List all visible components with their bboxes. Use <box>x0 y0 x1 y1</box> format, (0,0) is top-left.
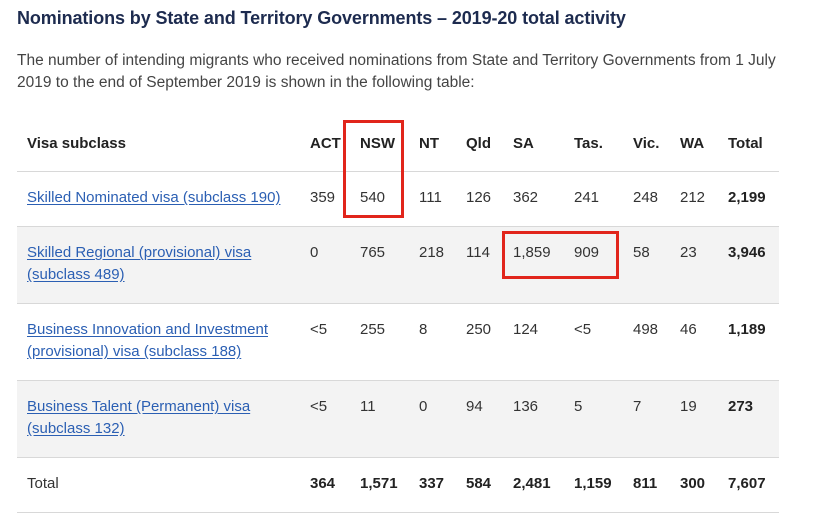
table-rule <box>17 226 779 227</box>
table-cell: 212 <box>680 189 706 206</box>
table-cell: 909 <box>574 244 600 261</box>
column-header: Tas. <box>574 135 603 152</box>
total-cell: 364 <box>310 475 336 492</box>
row-total-cell: 2,199 <box>728 189 766 206</box>
table-cell: 126 <box>466 189 492 206</box>
total-cell: 584 <box>466 475 492 492</box>
table-rule <box>17 380 779 381</box>
visa-subclass-link[interactable]: Business Talent (Permanent) visa <box>27 398 251 415</box>
column-header: SA <box>513 135 534 152</box>
column-header: NT <box>419 135 439 152</box>
table-cell: 111 <box>419 189 442 206</box>
visa-subclass-link[interactable]: Skilled Regional (provisional) visa <box>27 244 252 261</box>
table-cell: 250 <box>466 321 492 338</box>
row-shade <box>17 380 779 457</box>
table-cell: 124 <box>513 321 539 338</box>
column-header: Visa subclass <box>27 135 126 152</box>
visa-subclass-link[interactable]: (subclass 132) <box>27 420 125 437</box>
table-cell: 255 <box>360 321 386 338</box>
visa-subclass-link[interactable]: Skilled Nominated visa (subclass 190) <box>27 189 281 206</box>
sa-tas-highlight <box>502 231 619 279</box>
table-cell: 540 <box>360 189 386 206</box>
table-cell: 498 <box>633 321 659 338</box>
total-cell: 337 <box>419 475 445 492</box>
table-cell: <5 <box>310 321 328 338</box>
row-total-cell: 273 <box>728 398 754 415</box>
table-rule <box>17 171 779 172</box>
total-cell: 1,571 <box>360 475 398 492</box>
table-cell: 0 <box>419 398 428 415</box>
table-cell: 136 <box>513 398 539 415</box>
table-cell: 5 <box>574 398 583 415</box>
visa-subclass-link[interactable]: Business Innovation and Investment <box>27 321 268 338</box>
table-cell: 94 <box>466 398 483 415</box>
table-rule <box>17 512 779 513</box>
table-cell: 359 <box>310 189 336 206</box>
table-cell: 46 <box>680 321 697 338</box>
table-cell: 248 <box>633 189 659 206</box>
column-header: NSW <box>360 135 395 152</box>
total-cell: 811 <box>633 475 658 492</box>
table-cell: 0 <box>310 244 319 261</box>
table-cell: 362 <box>513 189 539 206</box>
column-header: Qld <box>466 135 491 152</box>
table-cell: 1,859 <box>513 244 551 261</box>
nsw-column-highlight <box>343 120 404 218</box>
table-cell: 8 <box>419 321 428 338</box>
table-cell: 241 <box>574 189 600 206</box>
row-shade <box>17 226 779 303</box>
table-cell: 11 <box>360 398 376 415</box>
column-header: ACT <box>310 135 341 152</box>
column-header: Vic. <box>633 135 660 152</box>
column-header: WA <box>680 135 705 152</box>
table-rule <box>17 457 779 458</box>
table-cell: 23 <box>680 244 697 261</box>
table-cell: 58 <box>633 244 650 261</box>
visa-subclass-link[interactable]: (provisional) visa (subclass 188) <box>27 343 242 360</box>
table-cell: 19 <box>680 398 697 415</box>
table-cell: <5 <box>574 321 592 338</box>
total-cell: 300 <box>680 475 706 492</box>
total-label: Total <box>27 475 59 492</box>
table-cell: 114 <box>466 244 490 261</box>
total-cell: 1,159 <box>574 475 612 492</box>
column-header: Total <box>728 135 763 152</box>
intro-paragraph: The number of intending migrants who rec… <box>17 52 776 91</box>
table-cell: 765 <box>360 244 386 261</box>
visa-subclass-link[interactable]: (subclass 489) <box>27 266 125 283</box>
page-title: Nominations by State and Territory Gover… <box>17 8 626 28</box>
table-cell: <5 <box>310 398 328 415</box>
table-cell: 218 <box>419 244 445 261</box>
total-cell: 7,607 <box>728 475 766 492</box>
total-cell: 2,481 <box>513 475 551 492</box>
row-total-cell: 3,946 <box>728 244 766 261</box>
table-cell: 7 <box>633 398 642 415</box>
table-rule <box>17 303 779 304</box>
row-total-cell: 1,189 <box>728 321 766 338</box>
